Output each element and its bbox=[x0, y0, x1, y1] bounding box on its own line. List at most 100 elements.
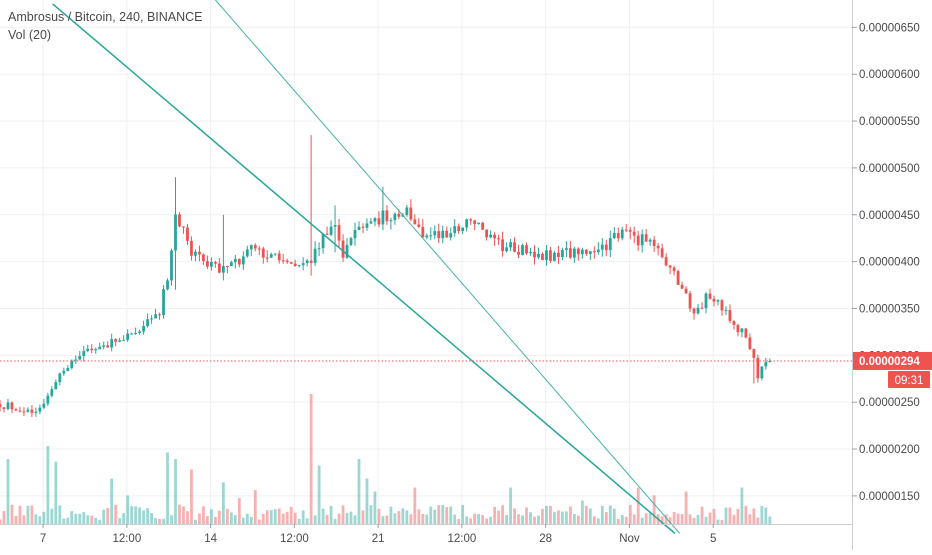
volume-bar bbox=[660, 516, 664, 524]
candle-body bbox=[549, 250, 552, 261]
volume-bar bbox=[301, 510, 305, 524]
time-tick-label: 14 bbox=[204, 533, 217, 545]
volume-bar bbox=[385, 515, 389, 524]
candle-body bbox=[648, 239, 652, 242]
candle-body bbox=[744, 328, 748, 338]
candle-body bbox=[684, 288, 688, 294]
candle-body bbox=[728, 310, 732, 322]
candles bbox=[0, 135, 772, 418]
volume-bar bbox=[58, 505, 62, 524]
volume-bar bbox=[162, 518, 165, 524]
volume-bar bbox=[716, 519, 720, 524]
candle-body bbox=[525, 245, 528, 254]
volume-bar bbox=[297, 518, 301, 524]
volume-bar bbox=[672, 512, 676, 524]
candle-body bbox=[182, 226, 185, 228]
candle-body bbox=[429, 235, 433, 237]
volume-bar bbox=[712, 508, 716, 524]
volume-bar bbox=[86, 515, 90, 524]
volume-bar bbox=[752, 508, 756, 524]
volume-bar bbox=[325, 514, 329, 524]
volume-bar bbox=[261, 513, 265, 524]
volume-bar bbox=[341, 505, 345, 524]
grid-lines bbox=[0, 0, 852, 524]
volume-bar bbox=[118, 518, 122, 524]
candle-body bbox=[237, 258, 241, 265]
symbol-title[interactable]: Ambrosus / Bitcoin, 240, BINANCE bbox=[8, 10, 203, 24]
candle-body bbox=[46, 395, 50, 404]
volume-bar bbox=[62, 518, 66, 524]
candle-body bbox=[26, 409, 30, 412]
candle-body bbox=[425, 235, 429, 238]
volume-bar bbox=[34, 514, 38, 524]
candle-body bbox=[644, 234, 648, 242]
candle-body bbox=[664, 257, 668, 266]
volume-bar bbox=[369, 505, 373, 524]
time-tick-label: 12:00 bbox=[280, 533, 309, 545]
candle-body bbox=[433, 231, 437, 236]
volume-bar bbox=[106, 507, 110, 524]
volume-bar bbox=[696, 514, 700, 524]
candle-body bbox=[453, 226, 457, 234]
time-axis[interactable]: 7 12:00 14 12:00 21 12:00 28 Nov 5 bbox=[0, 524, 852, 545]
candle-body bbox=[740, 328, 744, 333]
volume-bar bbox=[102, 509, 106, 524]
trendline bbox=[214, 0, 681, 534]
volume-bar bbox=[608, 505, 612, 524]
candle-body bbox=[652, 239, 656, 246]
price-tick-label: 0.00000250 bbox=[859, 397, 920, 409]
candle-body bbox=[217, 263, 221, 273]
volume-bar bbox=[14, 515, 18, 524]
candle-body bbox=[138, 331, 142, 333]
last-price-badge: 0.00000294 09:31 bbox=[853, 351, 932, 388]
volume-bar bbox=[501, 505, 504, 524]
candle-body bbox=[668, 265, 672, 268]
volume-bar bbox=[688, 514, 692, 524]
candle-body bbox=[608, 238, 612, 251]
candle-body bbox=[397, 213, 401, 217]
candle-body bbox=[22, 411, 26, 413]
candle-body bbox=[273, 253, 277, 255]
candle-body bbox=[381, 210, 385, 225]
volume-bar bbox=[50, 508, 54, 524]
time-tick-label: 28 bbox=[539, 533, 552, 545]
candle-body bbox=[162, 289, 165, 316]
candle-body bbox=[756, 357, 760, 379]
volume-bar bbox=[676, 513, 680, 524]
volume-bar bbox=[616, 518, 620, 524]
volume-bar bbox=[182, 506, 185, 524]
candle-body bbox=[505, 247, 508, 252]
candle-body bbox=[413, 219, 417, 225]
candle-body bbox=[700, 307, 704, 309]
volume-bar bbox=[229, 512, 233, 524]
candle-body bbox=[437, 231, 441, 239]
price-axis[interactable]: 0.000001500.000002000.000002500.00000300… bbox=[852, 0, 920, 550]
volume-bar bbox=[421, 513, 425, 524]
candle-body bbox=[78, 355, 82, 360]
volume-bar bbox=[449, 506, 453, 524]
volume-bar bbox=[170, 515, 173, 524]
candle-body bbox=[341, 240, 345, 258]
volume-bar bbox=[405, 510, 409, 524]
volume-bar bbox=[126, 495, 130, 524]
time-tick-label: 21 bbox=[372, 533, 385, 545]
volume-bar bbox=[768, 516, 772, 524]
volume-bar bbox=[42, 511, 46, 524]
candle-body bbox=[465, 219, 469, 228]
candle-body bbox=[624, 229, 628, 231]
volume-indicator-label[interactable]: Vol (20) bbox=[8, 28, 52, 42]
volume-bar bbox=[313, 515, 317, 524]
volume-bar bbox=[740, 487, 744, 524]
trendlines[interactable] bbox=[52, 0, 681, 534]
volume-bar bbox=[293, 512, 297, 524]
candle-body bbox=[361, 226, 365, 228]
candle-body bbox=[229, 262, 233, 267]
volume-bar bbox=[620, 514, 624, 524]
candle-body bbox=[293, 263, 297, 267]
volume-bar bbox=[612, 508, 616, 524]
volume-bar bbox=[537, 515, 540, 524]
candle-body bbox=[732, 321, 736, 325]
candle-body bbox=[628, 230, 632, 232]
